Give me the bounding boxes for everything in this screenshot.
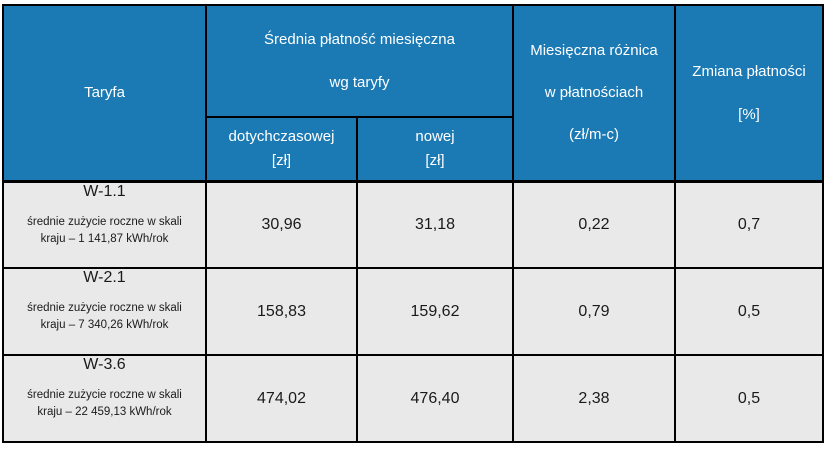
- header-cell-payment-change: Zmiana płatności [%]: [674, 4, 824, 183]
- header-change-line2: [%]: [738, 105, 760, 123]
- subheader-cell-existing: dotychczasowej [zł]: [205, 116, 358, 183]
- cell-new-payment: 159,62: [356, 267, 514, 356]
- header-diff-line3: (zł/m-c): [569, 126, 619, 144]
- tariff-note: średnie zużycie roczne w skali kraju – 7…: [5, 300, 204, 335]
- cell-existing-payment: 474,02: [205, 354, 358, 443]
- tariff-note-line2: kraju – 1 141,87 kWh/rok: [40, 232, 169, 245]
- tariff-name: W-3.6: [83, 356, 126, 373]
- header-cell-monthly-diff: Miesięczna różnica w płatnościach (zł/m-…: [512, 4, 676, 183]
- header-change-line1: Zmiana płatności: [692, 62, 806, 80]
- header-cell-taryfa: Taryfa: [2, 4, 207, 183]
- tariff-note-line2: kraju – 22 459,13 kWh/rok: [37, 406, 172, 419]
- subheader-cell-new: nowej [zł]: [356, 116, 514, 183]
- cell-existing-payment: 30,96: [205, 180, 358, 269]
- cell-payment-change: 0,7: [674, 180, 824, 269]
- tariff-note-line2: kraju – 7 340,26 kWh/rok: [40, 319, 169, 332]
- table-header: Taryfa Średnia płatność miesięczna wg ta…: [2, 4, 824, 183]
- header-avg-line2: wg taryfy: [329, 74, 390, 91]
- tariff-note: średnie zużycie roczne w skali kraju – 2…: [5, 387, 204, 422]
- tariff-name: W-1.1: [83, 182, 126, 200]
- cell-payment-change: 0,5: [674, 267, 824, 356]
- table-body: W-1.1 średnie zużycie roczne w skali kra…: [2, 180, 824, 443]
- subheader-existing-line1: dotychczasowej: [228, 128, 335, 146]
- tariff-name: W-2.1: [83, 269, 126, 286]
- cell-tariff: W-2.1 średnie zużycie roczne w skali kra…: [2, 267, 207, 356]
- cell-tariff: W-1.1 średnie zużycie roczne w skali kra…: [2, 180, 207, 269]
- cell-monthly-diff: 2,38: [512, 354, 676, 443]
- cell-new-payment: 476,40: [356, 354, 514, 443]
- header-cell-avg-payment: Średnia płatność miesięczna wg taryfy: [205, 4, 514, 118]
- subheader-existing-line2: [zł]: [271, 152, 292, 170]
- header-avg-line1: Średnia płatność miesięczna: [264, 31, 455, 48]
- tariff-note-line1: średnie zużycie roczne w skali: [27, 215, 182, 228]
- header-diff-line2: w płatnościach: [544, 84, 644, 102]
- tariff-note-line1: średnie zużycie roczne w skali: [27, 302, 182, 314]
- header-diff-line1: Miesięczna różnica: [530, 42, 658, 60]
- tariff-note: średnie zużycie roczne w skali kraju – 1…: [5, 214, 204, 249]
- cell-tariff: W-3.6 średnie zużycie roczne w skali kra…: [2, 354, 207, 443]
- cell-monthly-diff: 0,79: [512, 267, 676, 356]
- subheader-new-line2: [zł]: [425, 152, 445, 170]
- table-row-w36: W-3.6 średnie zużycie roczne w skali kra…: [2, 354, 824, 443]
- cell-new-payment: 31,18: [356, 180, 514, 269]
- table-row-w11: W-1.1 średnie zużycie roczne w skali kra…: [2, 180, 824, 269]
- tariff-table: Taryfa Średnia płatność miesięczna wg ta…: [2, 4, 824, 443]
- cell-payment-change: 0,5: [674, 354, 824, 443]
- tariff-table-container: Taryfa Średnia płatność miesięczna wg ta…: [2, 4, 824, 443]
- cell-monthly-diff: 0,22: [512, 180, 676, 269]
- header-taryfa-label: Taryfa: [84, 84, 125, 102]
- tariff-note-line1: średnie zużycie roczne w skali: [27, 389, 182, 401]
- subheader-new-line1: nowej: [415, 128, 455, 146]
- table-row-w21: W-2.1 średnie zużycie roczne w skali kra…: [2, 267, 824, 356]
- cell-existing-payment: 158,83: [205, 267, 358, 356]
